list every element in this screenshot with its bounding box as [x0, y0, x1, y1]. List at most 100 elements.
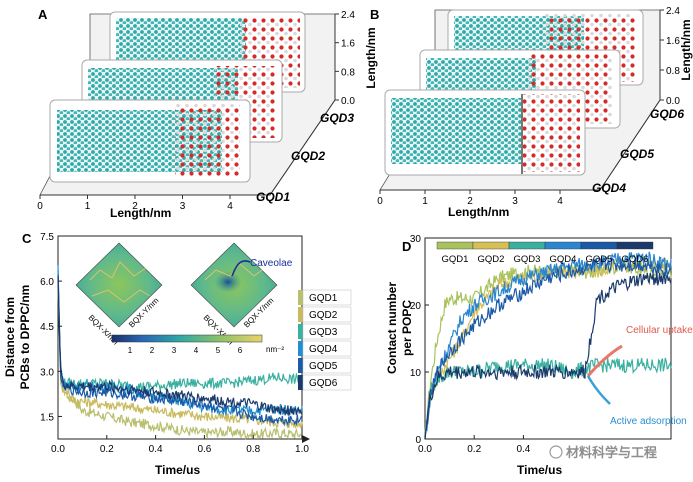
- panel-b-label: B: [370, 7, 379, 22]
- panel-d-ylabel-line1: Contact number: [385, 282, 399, 374]
- panel-d-ylabel-line2: per POPC: [400, 300, 414, 356]
- panel-d-xlabel: Time/us: [517, 463, 562, 477]
- panel-a-ztick-label: 2.4: [341, 10, 355, 21]
- panel-c-xtick-label: 0.6: [197, 444, 211, 455]
- panel-d: D 0 10 20 30 0.0 0.2 0.4 GQD1 GQD2 GQD3 GQD4 GQD5…: [385, 234, 693, 477]
- legend-label-gqd6: GQD6: [622, 254, 649, 265]
- legend-swatch-gqd2: [298, 307, 303, 322]
- panel-a: A 0 1 2 3 4 0.0 0.8 1.6 2.4 Length/nm Length/nm…: [37, 7, 378, 220]
- panel-c-inset: Caveolae BQX-X/nm BQX-Y/nm BQX-X/nm BQX-…: [75, 242, 293, 355]
- legend-label-gqd6: GQD6: [309, 378, 338, 389]
- panel-b-xtick-label: 3: [512, 196, 518, 207]
- panel-a-xlabel: Length/nm: [110, 206, 171, 220]
- panel-b-ztick-label: 0.0: [666, 96, 680, 107]
- panel-c-legend: GQD1 GQD2 GQD3 GQD4 GQD5 GQD6: [298, 289, 352, 391]
- active-adsorption-label-text: Active adsorption: [610, 416, 687, 427]
- panel-d-xtick-label: 0.2: [467, 444, 481, 455]
- legend-label-gqd2: GQD2: [309, 310, 338, 321]
- panel-c-xlabel: Time/us: [155, 463, 200, 477]
- panel-a-xtick-label: 4: [227, 201, 233, 212]
- panel-a-ztick-label: 1.6: [341, 39, 355, 50]
- legend-box: [302, 289, 352, 306]
- panel-a-xtick-label: 2: [132, 201, 138, 212]
- colorbar-unit: nm⁻²: [266, 345, 284, 354]
- panel-a-xtick-label: 3: [180, 201, 186, 212]
- panel-b-xtick-label: 4: [557, 196, 563, 207]
- legend-label-gqd3: GQD3: [309, 327, 338, 338]
- active-adsorption-label: Active adsorption: [610, 416, 687, 427]
- active-adsorption-arrow: [586, 375, 611, 405]
- panel-d-ytick-label: 30: [410, 234, 422, 245]
- panel-d-ytick-label: 10: [410, 368, 422, 379]
- panel-d-series-gqd4: [424, 251, 672, 438]
- panel-b-xtick-label: 2: [467, 196, 473, 207]
- gqd4-label-b: GQD4: [592, 181, 626, 195]
- legend-label-gqd5: GQD5: [586, 254, 613, 265]
- gqd1-label-a: GQD1: [256, 190, 290, 204]
- panel-a-ylabel: Length/nm: [364, 27, 378, 88]
- legend-swatch-gqd1: [298, 290, 303, 305]
- gqd1-sheet-a: [49, 99, 251, 183]
- panel-c-ylabel-line1: Distance from: [3, 297, 17, 377]
- panel-b-xtick-label: 1: [422, 196, 428, 207]
- panel-c-xtick-label: 0.8: [246, 444, 260, 455]
- cellular-uptake-label: Cellular uptake: [626, 325, 693, 336]
- legend-label-gqd1: GQD1: [309, 293, 338, 304]
- panel-d-xtick-label: 0.4: [516, 444, 530, 455]
- colorbar: [111, 334, 263, 343]
- panel-b-ztick-label: 1.6: [666, 36, 680, 47]
- legend-swatch-gqd4: [298, 341, 303, 356]
- gqd2-label-a: GQD2: [291, 149, 325, 163]
- panel-c-x-arrow-icon: [302, 435, 310, 443]
- panel-b-ztick-label: 0.8: [666, 66, 680, 77]
- density-map-left: [75, 242, 163, 328]
- panel-c-ytick-label: 4.5: [40, 322, 54, 333]
- legend-box: [302, 374, 352, 391]
- panel-a-ztick-label: 0.0: [341, 96, 355, 107]
- panel-b-ylabel: Length/nm: [679, 19, 693, 80]
- legend-swatch-gqd5: [580, 241, 618, 250]
- panel-d-series-gqd2: [424, 257, 672, 440]
- panel-d-label: D: [402, 239, 411, 254]
- colorbar-tick-label: 3: [172, 346, 177, 355]
- panel-d-legend: GQD1 GQD2 GQD3 GQD4 GQD5 GQD6: [436, 241, 654, 265]
- legend-swatch-gqd5: [298, 358, 303, 373]
- panel-c-series-gqd6: [57, 276, 303, 416]
- panel-c-ytick-label: 7.5: [40, 232, 54, 243]
- legend-label-gqd2: GQD2: [478, 254, 505, 265]
- cellular-uptake-label-text: Cellular uptake: [626, 325, 693, 336]
- legend-label-gqd5: GQD5: [309, 361, 338, 372]
- gqd4-sheet-b: [384, 89, 586, 176]
- panel-d-plot-area: [424, 237, 672, 440]
- panel-c-xtick-label: 1.0: [295, 444, 309, 455]
- panel-d-ytick-label: 20: [410, 301, 422, 312]
- panel-c-xtick-label: 0.2: [100, 444, 114, 455]
- colorbar-tick-label: 2: [150, 346, 155, 355]
- legend-swatch-gqd6: [616, 241, 654, 250]
- legend-box: [302, 357, 352, 374]
- legend-swatch-gqd4: [544, 241, 582, 250]
- panel-c-xtick-label: 0.0: [51, 444, 65, 455]
- panel-b-ztick-label: 2.4: [666, 6, 680, 17]
- panel-d-series-gqd6: [424, 271, 672, 440]
- panel-d-series-gqd1: [424, 257, 672, 434]
- panel-c-xtick-label: 0.4: [149, 444, 163, 455]
- panel-c-ylabel-line2: PCBs to DPPC/nm: [18, 285, 32, 390]
- gqd6-label-b: GQD6: [650, 107, 684, 121]
- colorbar-tick-label: 5: [216, 346, 221, 355]
- colorbar-tick-label: 4: [194, 346, 199, 355]
- legend-label-gqd4: GQD4: [550, 254, 577, 265]
- gqd5-label-b: GQD5: [620, 147, 654, 161]
- legend-box: [302, 340, 352, 357]
- colorbar-tick-label: 6: [238, 346, 243, 355]
- panel-c-ytick-label: 6.0: [40, 277, 54, 288]
- legend-swatch-gqd3: [298, 324, 303, 339]
- caveolae-arrow: [231, 260, 251, 277]
- watermark: 材料科学与工程: [549, 445, 657, 460]
- gqd3-label-a: GQD3: [320, 111, 354, 125]
- panel-c-series-gqd2: [57, 285, 303, 429]
- panel-d-ytick-label: 0: [415, 435, 421, 446]
- panel-a-label: A: [38, 7, 48, 22]
- legend-swatch-gqd1: [436, 241, 474, 250]
